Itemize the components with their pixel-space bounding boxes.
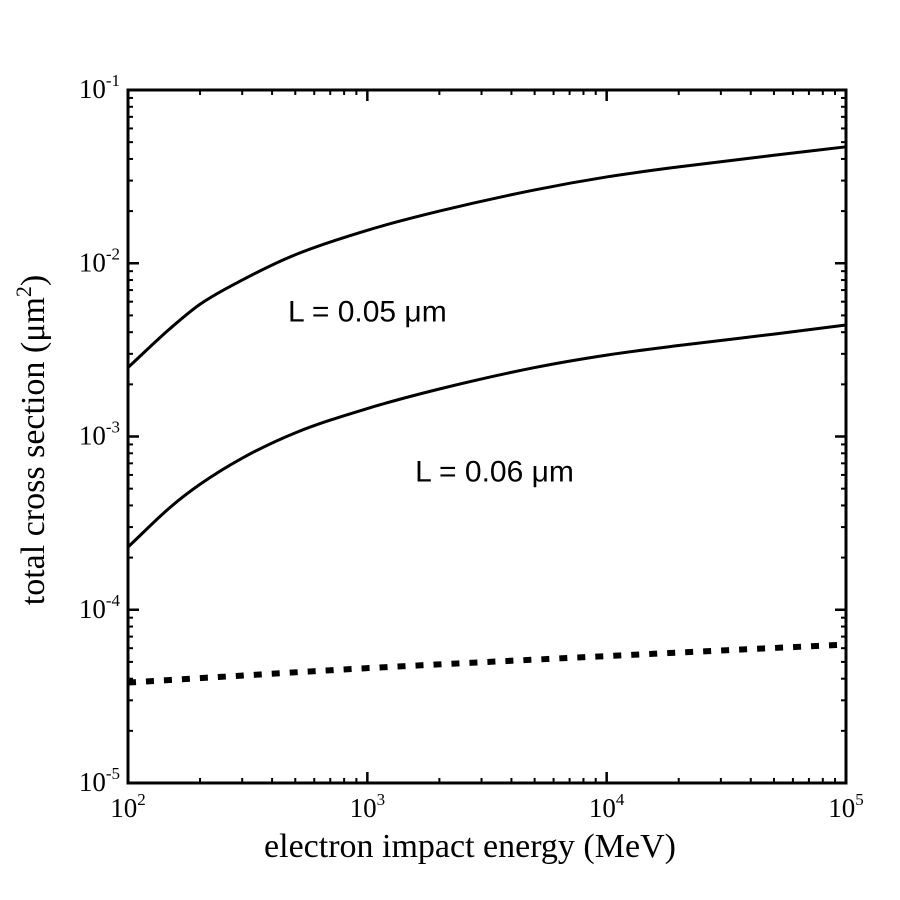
y-tick-base: 10: [79, 74, 106, 104]
y-axis-title: total cross section (μm2): [11, 275, 52, 605]
series-annotation-2: L = 0.06 μm: [415, 455, 574, 488]
x-tick-label: 104: [589, 790, 625, 823]
x-tick-exponent: 3: [377, 790, 386, 809]
plot-frame: [126, 88, 848, 785]
x-tick-exponent: 5: [855, 790, 864, 809]
y-tick-label: 10-5: [79, 764, 120, 797]
x-tick-label: 103: [350, 790, 386, 823]
x-tick-exponent: 4: [616, 790, 625, 809]
y-axis-title-sup: 2: [11, 286, 36, 297]
y-axis-title-main: total cross section (μm: [15, 297, 52, 605]
y-tick-label: 10-4: [79, 591, 121, 624]
y-tick-base: 10: [79, 767, 106, 797]
x-tick-label: 102: [110, 790, 146, 823]
y-tick-exponent: -5: [106, 764, 120, 783]
series-line-3: [127, 641, 847, 686]
y-tick-label: 10-1: [79, 71, 120, 104]
y-tick-label: 10-3: [79, 418, 120, 451]
y-tick-label: 10-2: [79, 244, 120, 277]
major-ticks: [126, 88, 848, 785]
annotations-layer: L = 0.05 μm L = 0.06 μm: [288, 296, 574, 489]
y-tick-exponent: -1: [106, 71, 120, 90]
y-tick-base: 10: [79, 421, 106, 451]
series-annotation-1: L = 0.05 μm: [288, 296, 447, 329]
y-tick-exponent: -3: [106, 418, 120, 437]
x-tick-base: 10: [589, 793, 616, 823]
x-tick-label: 105: [828, 790, 864, 823]
y-axis-title-end: ): [15, 275, 52, 286]
x-tick-base: 10: [350, 793, 377, 823]
y-tick-exponent: -4: [106, 591, 121, 610]
x-axis-title: electron impact energy (MeV): [264, 828, 676, 865]
x-tick-base: 10: [110, 793, 137, 823]
x-tick-exponent: 2: [137, 790, 146, 809]
series-layer: [126, 145, 847, 686]
y-tick-base: 10: [79, 247, 106, 277]
minor-ticks: [128, 90, 846, 783]
series-line-2: [126, 323, 847, 549]
y-tick-exponent: -2: [106, 244, 120, 263]
x-tick-base: 10: [828, 793, 855, 823]
series-line-1: [126, 145, 847, 369]
y-tick-base: 10: [79, 594, 106, 624]
